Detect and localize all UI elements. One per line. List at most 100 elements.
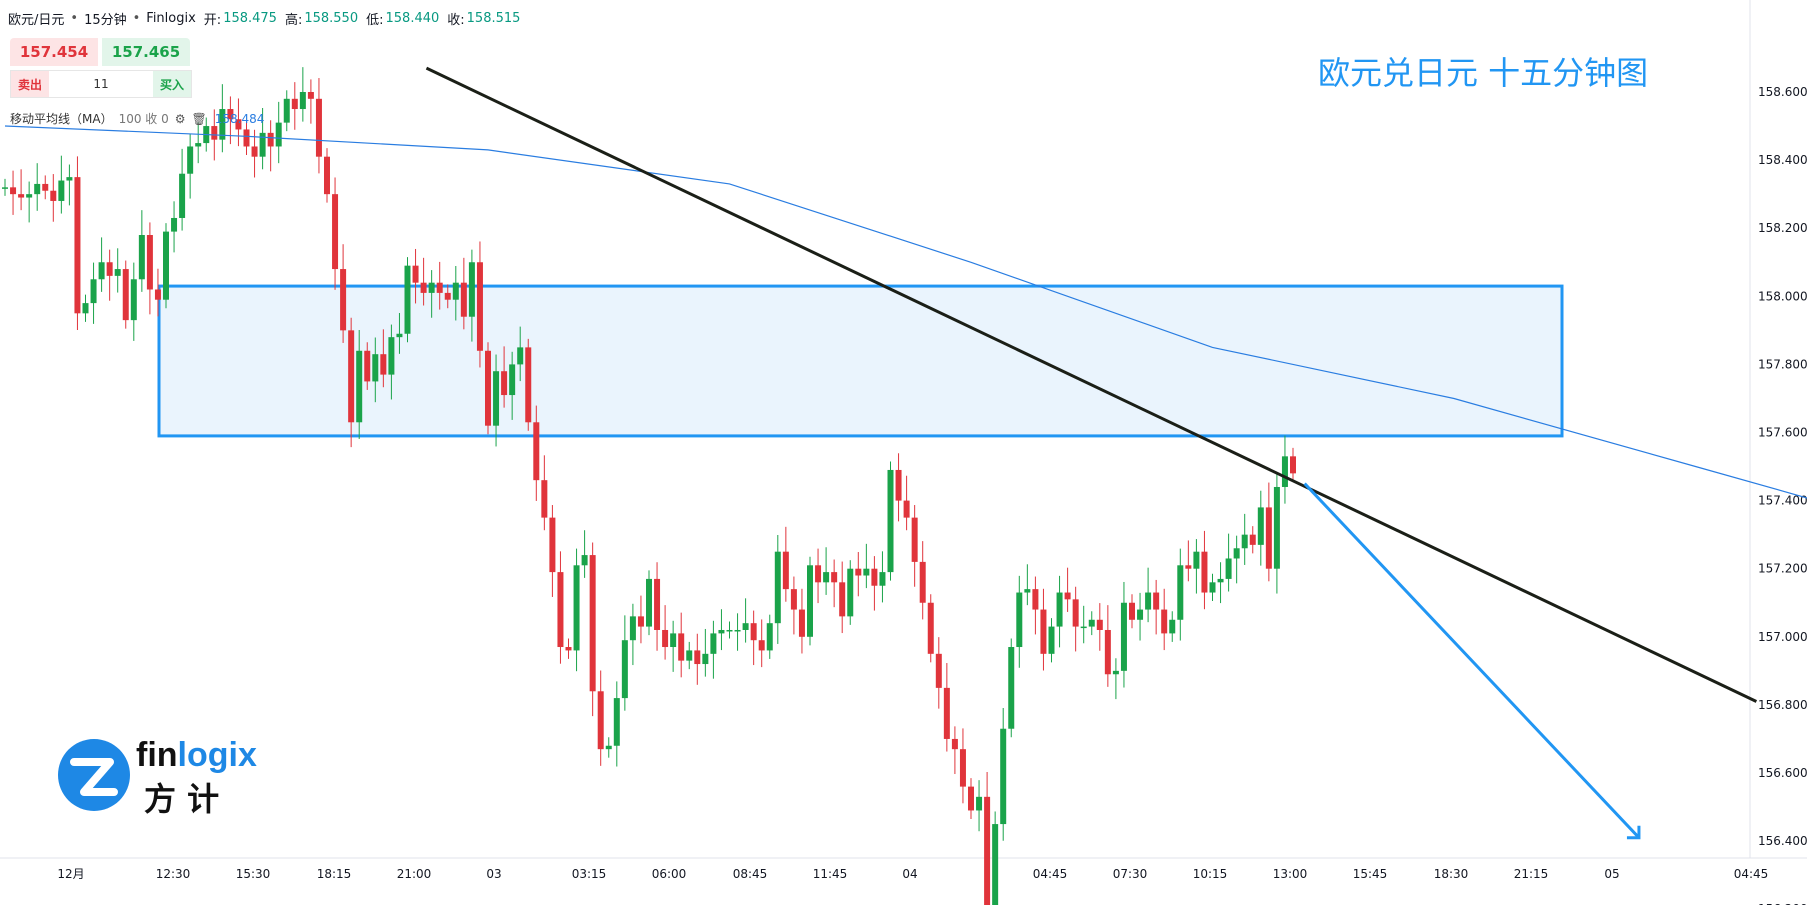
buy-price[interactable]: 157.465 — [102, 38, 190, 66]
ma100-line — [4, 125, 1807, 499]
candle-up — [493, 371, 500, 426]
y-tick-label: 157.000 — [1758, 630, 1807, 644]
candle-down — [1129, 602, 1135, 620]
candle-up — [1024, 589, 1031, 593]
ma-value: 158.484 — [214, 111, 265, 126]
candle-up — [1080, 626, 1087, 629]
candle-up — [404, 265, 411, 334]
x-tick-label: 18:30 — [1434, 867, 1469, 881]
close-value: 158.515 — [466, 10, 521, 26]
candle-up — [1169, 619, 1176, 634]
candle-down — [895, 469, 902, 501]
x-tick-label: 18:15 — [317, 867, 352, 881]
candle-down — [935, 653, 942, 688]
candle-down — [750, 623, 757, 641]
candle-down — [315, 98, 322, 157]
candle-up — [372, 354, 379, 382]
quote-panel: 157.454 157.465 卖出 11 买入 — [10, 38, 192, 98]
candle-up — [26, 194, 33, 198]
candle-down — [959, 749, 966, 787]
candle-down — [235, 119, 242, 130]
candle-down — [533, 422, 540, 481]
trend-line — [425, 66, 1758, 703]
x-tick-label: 21:00 — [397, 867, 432, 881]
candle-down — [662, 629, 669, 648]
x-tick-label: 06:00 — [652, 867, 687, 881]
candle-down — [565, 647, 572, 651]
x-tick-label: 15:30 — [236, 867, 271, 881]
interval-label[interactable]: 15分钟 — [84, 12, 127, 28]
ma-label: 移动平均线（MA） — [10, 112, 113, 126]
candle-down — [251, 146, 258, 157]
spread-value: 11 — [93, 77, 109, 91]
y-tick-label: 156.400 — [1758, 834, 1807, 848]
candle-up — [1177, 565, 1184, 620]
candle-down — [267, 132, 274, 147]
candle-down — [1064, 592, 1071, 600]
candle-down — [146, 235, 153, 290]
candle-up — [34, 183, 41, 195]
close-label: 收: — [447, 12, 465, 28]
candle-down — [50, 190, 57, 201]
source-label: Finlogix — [146, 10, 196, 26]
candle-down — [984, 796, 991, 905]
candle-up — [742, 623, 749, 630]
candle-up — [1016, 592, 1023, 648]
candle-up — [621, 640, 628, 699]
candle-down — [18, 194, 25, 198]
candle-up — [1056, 592, 1063, 627]
candle-up — [702, 653, 709, 665]
candle-down — [243, 129, 250, 147]
candle-up — [710, 633, 717, 654]
settings-icon[interactable]: ⚙ — [174, 111, 186, 126]
candle-up — [1120, 602, 1127, 671]
candle-down — [1040, 609, 1047, 654]
candle-up — [646, 578, 652, 627]
candle-up — [1112, 670, 1119, 675]
candle-up — [179, 173, 186, 218]
candle-down — [227, 109, 234, 120]
candle-down — [307, 92, 314, 99]
candle-down — [815, 565, 822, 583]
open-value: 158.475 — [223, 10, 277, 26]
candle-up — [1193, 551, 1200, 569]
candle-up — [452, 282, 459, 300]
candle-up — [686, 650, 693, 661]
candle-down — [291, 98, 298, 110]
candle-down — [436, 282, 443, 293]
candle-down — [122, 269, 129, 321]
candle-up — [774, 551, 781, 624]
candle-up — [163, 231, 169, 300]
candle-up — [219, 109, 226, 140]
candle-up — [114, 269, 121, 276]
candle-up — [1257, 507, 1264, 545]
candle-up — [517, 347, 524, 365]
candle-up — [1225, 558, 1232, 579]
sell-price[interactable]: 157.454 — [10, 38, 98, 66]
delete-icon[interactable]: 🗑 — [191, 111, 207, 126]
candle-up — [863, 568, 870, 576]
x-tick-label: 04:45 — [1734, 867, 1769, 881]
candle-up — [1000, 728, 1007, 825]
y-tick-label: 158.000 — [1758, 289, 1807, 303]
buy-button[interactable]: 买入 — [153, 71, 191, 97]
candle-down — [10, 187, 17, 195]
candle-down — [324, 156, 330, 195]
high-value: 158.550 — [304, 10, 359, 26]
projection-arrow-head — [1626, 825, 1641, 840]
candle-up — [283, 98, 290, 123]
candle-up — [605, 745, 612, 750]
candle-up — [1008, 647, 1015, 729]
ma-legend: 移动平均线（MA） 100 收 0 ⚙ 🗑 158.484 — [10, 110, 264, 127]
sell-button[interactable]: 卖出 — [11, 71, 49, 97]
candle-down — [790, 589, 797, 610]
svg-text:finlogix: finlogix — [136, 736, 257, 774]
symbol-name[interactable]: 欧元/日元 — [8, 12, 65, 28]
candle-up — [90, 279, 97, 304]
candle-down — [1153, 592, 1160, 610]
y-tick-label: 158.200 — [1758, 221, 1807, 235]
projection-arrow — [1303, 482, 1641, 839]
candle-down — [871, 568, 878, 586]
candle-down — [1032, 589, 1039, 610]
